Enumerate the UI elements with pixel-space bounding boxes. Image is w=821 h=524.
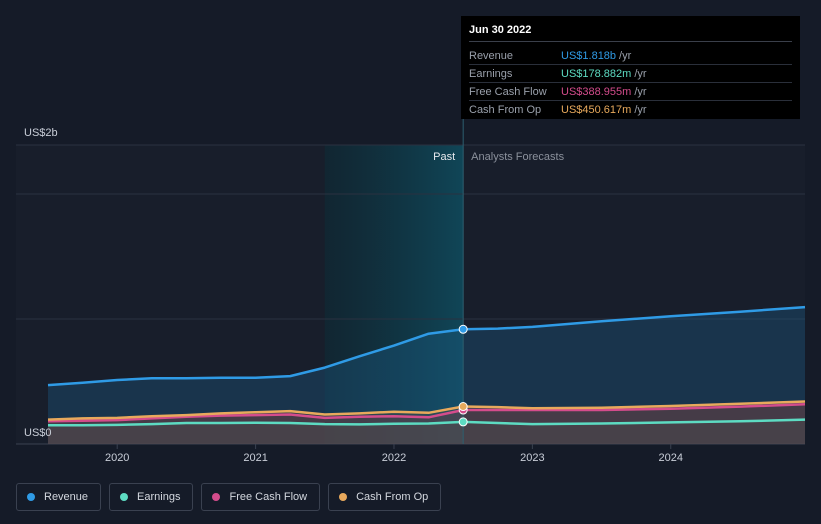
legend-item-free-cash-flow[interactable]: Free Cash Flow [201,483,321,511]
legend-dot-icon [339,493,348,501]
x-tick-label: 2021 [243,452,267,464]
x-tick-label: 2020 [105,452,129,464]
past-region-band [324,145,464,444]
tooltip-series-name: Earnings [469,67,513,80]
legend-item-revenue[interactable]: Revenue [16,483,102,511]
tooltip-series-name: Cash From Op [469,103,542,116]
legend-dot-icon [212,493,221,501]
tooltip-unit: /yr [634,85,647,98]
chart-legend: Revenue Earnings Free Cash Flow Cash From O… [16,483,442,511]
tooltip-series-value: US$450.617m [561,103,632,116]
tooltip-series-name: Revenue [469,49,514,62]
cash-from-op-marker [458,402,468,412]
tooltip-series-value: US$178.882m [561,67,632,80]
tooltip-unit: /yr [634,67,647,80]
hover-tooltip: Jun 30 2022 Revenue US$1.818b/yr Earnings U… [461,16,800,119]
legend-label: Cash From Op [356,491,429,503]
cash-from-op-line [47,400,806,421]
revenue-marker [458,324,468,334]
tooltip-series-value: US$388.955m [561,85,632,98]
free-cash-flow-line [47,403,806,423]
tooltip-row: Free Cash Flow US$388.955m/yr [469,83,792,101]
y-axis-bottom-label: US$0 [24,427,52,439]
legend-dot-icon [27,493,35,501]
tooltip-series-value: US$1.818b [561,49,617,62]
legend-item-cash-from-op[interactable]: Cash From Op [328,483,442,511]
tooltip-row: Cash From Op US$450.617m/yr [469,101,792,118]
earnings-marker [458,417,468,427]
tooltip-series-name: Free Cash Flow [469,85,547,98]
tooltip-row: Revenue US$1.818b/yr [469,47,792,65]
y-axis-top-label: US$2b [24,127,58,139]
x-tick-label: 2022 [382,452,406,464]
x-tick-label: 2023 [520,452,544,464]
tooltip-unit: /yr [619,49,632,62]
earnings-area [48,419,805,444]
legend-dot-icon [120,493,129,501]
tooltip-unit: /yr [634,103,647,116]
forecast-label: Analysts Forecasts [471,151,564,163]
tooltip-date: Jun 30 2022 [469,24,792,42]
legend-label: Earnings [137,491,181,503]
x-tick-label: 2024 [659,452,683,464]
legend-label: Revenue [44,491,89,503]
earnings-line [48,418,806,427]
tooltip-row: Earnings US$178.882m/yr [469,65,792,83]
legend-label: Free Cash Flow [229,491,308,503]
past-label: Past [433,151,455,163]
revenue-line [47,305,806,387]
legend-item-earnings[interactable]: Earnings [109,483,194,511]
